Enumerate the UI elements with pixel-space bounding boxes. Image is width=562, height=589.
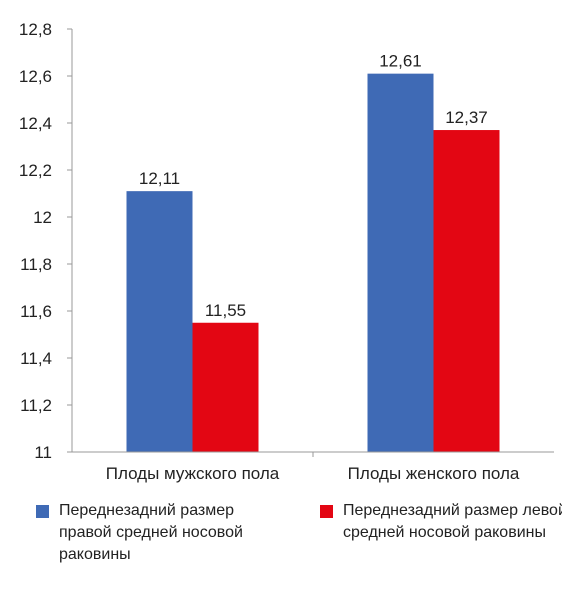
bars — [126, 73, 500, 453]
bar — [433, 130, 500, 453]
bar — [192, 322, 259, 452]
data-label: 11,55 — [205, 301, 246, 320]
legend-swatch-left — [320, 505, 333, 518]
category-label: Плоды мужского пола — [106, 464, 280, 483]
legend-swatch-right — [36, 505, 49, 518]
y-tick-label: 12,4 — [19, 114, 52, 133]
y-tick-label: 12,2 — [19, 161, 52, 180]
y-tick-label: 11,2 — [20, 396, 52, 415]
legend-label-right: Переднезадний размер правой средней носо… — [59, 502, 243, 563]
y-tick-label: 11 — [34, 443, 52, 462]
y-tick-label: 11,8 — [20, 255, 52, 274]
x-axis: Плоды мужского пола Плоды женского пола — [72, 451, 554, 483]
y-tick-label: 12,6 — [19, 67, 52, 86]
bar-chart: 11 11,2 11,4 11,6 11,8 12 12,2 12,4 12,6 12,8 12,… — [19, 20, 554, 483]
data-label: 12,37 — [445, 108, 488, 127]
y-axis: 11 11,2 11,4 11,6 11,8 12 12,2 12,4 12,6 12,8 — [19, 20, 73, 462]
legend-label-left: Переднезадний размер левой средней носов… — [343, 502, 562, 541]
data-label: 12,11 — [139, 169, 180, 188]
legend-item-left: Переднезадний размер левой средней носов… — [320, 500, 562, 544]
y-tick-label: 11,4 — [20, 349, 52, 368]
y-tick-label: 11,6 — [20, 302, 52, 321]
data-labels: 12,11 11,55 12,61 12,37 — [139, 52, 488, 320]
y-tick-label: 12 — [33, 208, 52, 227]
y-tick-label: 12,8 — [19, 20, 52, 39]
category-label: Плоды женского пола — [348, 464, 520, 483]
legend: Переднезадний размер правой средней носо… — [0, 500, 562, 580]
bar — [126, 191, 193, 452]
data-label: 12,61 — [379, 52, 422, 71]
legend-item-right: Переднезадний размер правой средней носо… — [36, 500, 289, 566]
bar — [367, 73, 434, 453]
